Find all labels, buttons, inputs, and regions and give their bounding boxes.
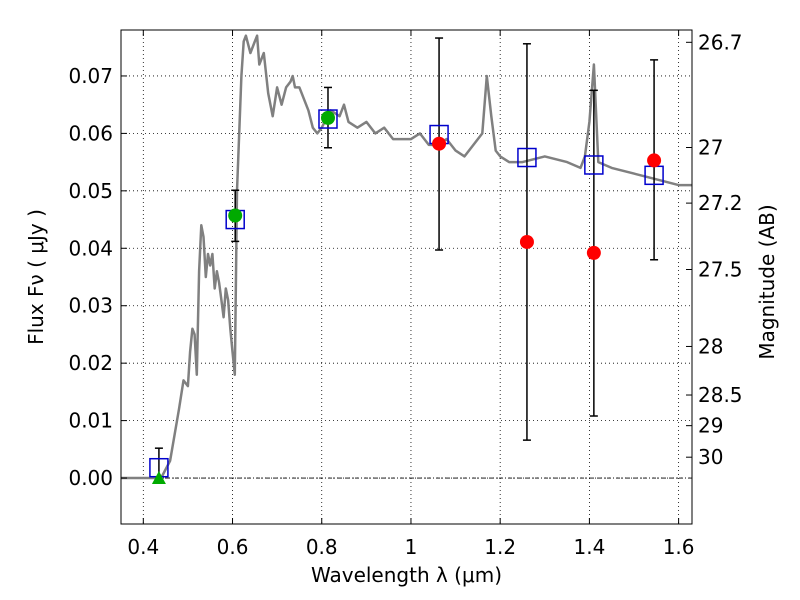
x-tick-label: 1 [405,535,418,559]
x-tick-label: 0.6 [217,535,249,559]
model-photometry-square [584,155,604,175]
y-tick-label: 0.07 [68,64,113,88]
y-tick-label: 0.06 [68,121,113,145]
x-tick-label: 1.6 [663,535,695,559]
observed-point [519,234,534,249]
y2-tick-label: 28.5 [698,383,743,407]
y2-tick-label: 27.2 [698,191,743,215]
model-spectrum-line [121,34,692,480]
observed-point [432,136,447,151]
model-photometry-square [517,147,537,168]
y2-tick-label: 29 [698,414,723,438]
y-axis-title: Flux Fν ( μJy ) [24,209,48,345]
y2-tick-label: 27 [698,136,723,160]
y2-tick-label: 26.7 [698,30,743,54]
y-tick-label: 0.04 [68,236,113,260]
y2-tick-label: 28 [698,334,723,358]
y-tick-label: 0.03 [68,294,113,318]
upper-limit-triangle [151,471,166,485]
y-tick-label: 0.05 [68,179,113,203]
plot-frame [120,29,693,525]
x-axis-title: Wavelength λ (μm) [311,563,502,587]
x-tick-label: 1.2 [484,535,516,559]
observed-point [320,110,335,125]
y-tick-label: 0.02 [68,351,113,375]
y-tick-label: 0.01 [68,409,113,433]
observed-point [228,208,243,223]
y2-axis-title: Magnitude (AB) [755,204,779,359]
ticks: 0.4 0.6 0.8 1 1.2 1.4 1.6 0.00 0.01 0.02 0.03 0.04 0… [68,30,743,559]
x-tick-label: 0.4 [127,535,159,559]
observed-point [586,245,601,260]
x-tick-label: 1.4 [573,535,605,559]
y2-tick-label: 30 [698,445,723,469]
x-tick-label: 0.8 [306,535,338,559]
observed-point [647,153,662,168]
y-tick-label: 0.00 [68,466,113,490]
chart-marks [149,37,664,485]
y2-tick-label: 27.5 [698,257,743,281]
model-photometry-square [318,109,338,129]
